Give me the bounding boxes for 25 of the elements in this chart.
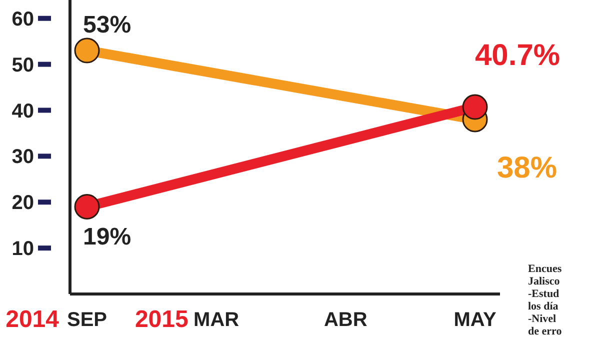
annotation: Encues (528, 263, 562, 275)
text: 2015 (134, 306, 188, 333)
x-tick-label: SEP (66, 309, 108, 331)
y-tick-label: 20 (12, 192, 34, 214)
point (74, 38, 100, 64)
data-label: 53% (83, 12, 132, 39)
point (74, 194, 100, 220)
annotation: -Estud (528, 288, 560, 300)
text: -Nivel (528, 313, 556, 325)
y-tick-label: 50 (12, 54, 34, 76)
x-tick-label: MAR (194, 309, 240, 331)
data-label: 40.7% (475, 39, 560, 72)
data-label: 19% (83, 224, 132, 251)
point (462, 94, 488, 120)
text: 2014 (6, 306, 60, 333)
x-tick-label: ABR (324, 309, 368, 331)
data-label: 38% (497, 151, 558, 184)
y-tick-label: 30 (12, 146, 34, 168)
y-tick-label: 40 (12, 100, 34, 122)
y-tick-label: 10 (12, 238, 34, 260)
annotation: Jalisco (528, 276, 560, 288)
text: los día (528, 300, 559, 312)
y-tick-label: 60 (12, 8, 34, 30)
x-tick-label: MAY (454, 309, 497, 331)
text: de erro (528, 326, 562, 338)
